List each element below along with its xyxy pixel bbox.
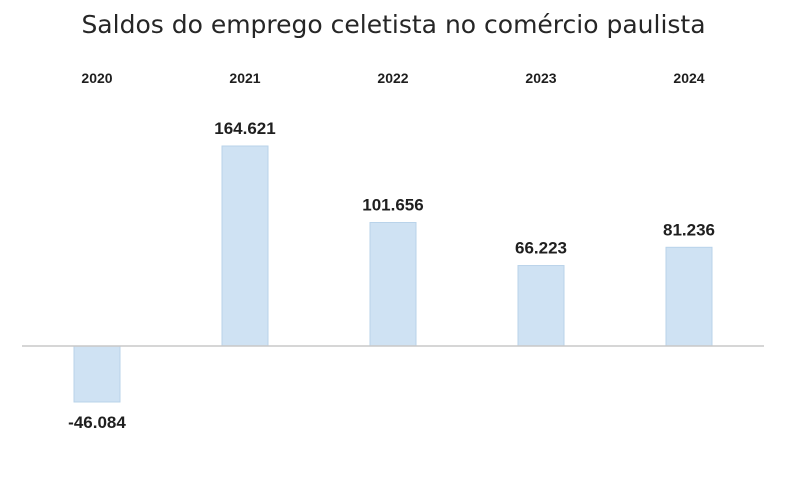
bar-2024 [665, 246, 713, 347]
value-label-2021: 164.621 [214, 119, 275, 138]
category-label-2022: 2022 [377, 70, 408, 86]
value-label-2020: -46.084 [68, 413, 126, 432]
value-label-2024: 81.236 [663, 220, 715, 239]
bar-2022 [369, 221, 417, 347]
category-label-2021: 2021 [229, 70, 260, 86]
bars-group [73, 145, 713, 403]
value-labels-group: -46.084 164.621 101.656 66.223 81.236 [68, 119, 715, 432]
bar-2020 [73, 345, 121, 403]
value-label-2023: 66.223 [515, 239, 567, 258]
category-labels-group: 2020 2021 2022 2023 2024 [81, 70, 704, 86]
chart-title: Saldos do emprego celetista no comércio … [81, 10, 706, 39]
value-label-2022: 101.656 [362, 195, 423, 214]
category-label-2024: 2024 [673, 70, 704, 86]
category-label-2020: 2020 [81, 70, 112, 86]
category-label-2023: 2023 [525, 70, 556, 86]
bar-2023 [517, 265, 565, 347]
bar-2021 [221, 145, 269, 347]
